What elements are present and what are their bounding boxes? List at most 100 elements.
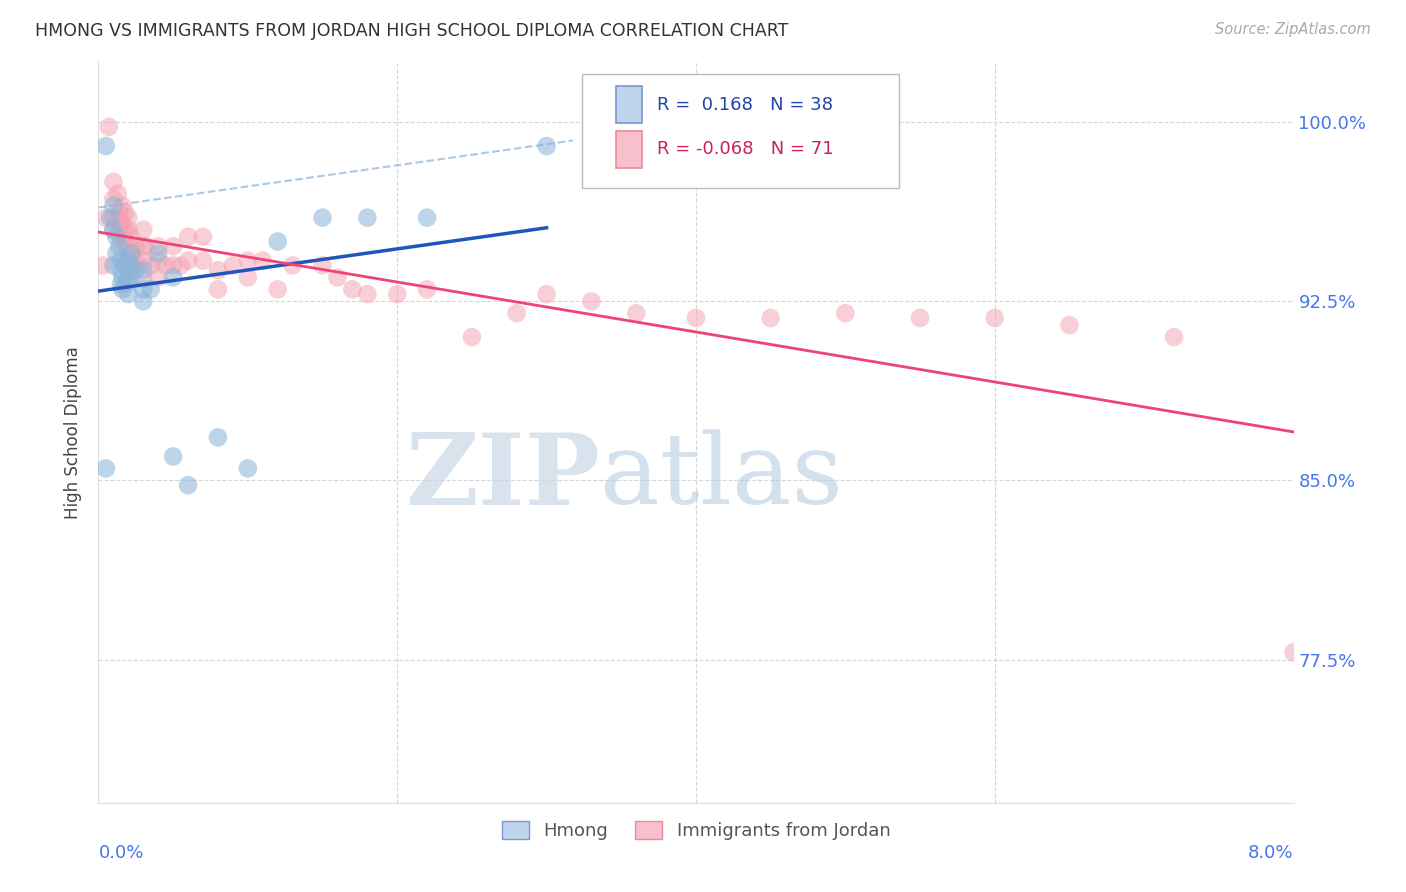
Point <box>110 277 132 292</box>
Text: HMONG VS IMMIGRANTS FROM JORDAN HIGH SCHOOL DIPLOMA CORRELATION CHART: HMONG VS IMMIGRANTS FROM JORDAN HIGH SCH… <box>35 22 789 40</box>
FancyBboxPatch shape <box>616 87 643 123</box>
FancyBboxPatch shape <box>616 130 643 168</box>
Point <box>162 450 184 464</box>
Point <box>139 282 162 296</box>
Point <box>132 239 155 253</box>
Point <box>536 139 558 153</box>
Point <box>759 310 782 325</box>
Point <box>908 310 931 325</box>
Point <box>984 310 1007 325</box>
Point <box>97 120 120 134</box>
Point <box>108 206 131 220</box>
Point <box>117 253 139 268</box>
Point <box>222 259 245 273</box>
Point <box>115 239 138 253</box>
Point <box>834 306 856 320</box>
Point <box>105 229 128 244</box>
Point <box>120 246 142 260</box>
Point <box>110 253 132 268</box>
Point <box>110 215 132 229</box>
Point <box>506 306 529 320</box>
Point <box>105 246 128 260</box>
Point <box>236 461 259 475</box>
Point <box>1282 645 1305 659</box>
Point <box>132 270 155 285</box>
Text: Source: ZipAtlas.com: Source: ZipAtlas.com <box>1215 22 1371 37</box>
Point <box>117 211 139 225</box>
Point <box>103 175 125 189</box>
Point <box>252 253 274 268</box>
Point <box>114 259 136 273</box>
Point <box>103 222 125 236</box>
Point <box>416 282 439 296</box>
Point <box>110 263 132 277</box>
Point <box>191 229 214 244</box>
Point <box>177 478 200 492</box>
Point <box>111 282 134 296</box>
Point <box>356 287 378 301</box>
Point <box>108 239 131 253</box>
Point <box>207 282 229 296</box>
Point <box>267 282 290 296</box>
Point <box>91 259 114 273</box>
Point <box>148 253 170 268</box>
Point <box>125 253 148 268</box>
Point <box>114 206 136 220</box>
Point <box>111 199 134 213</box>
Point <box>94 461 117 475</box>
Point <box>326 270 349 285</box>
Point <box>162 239 184 253</box>
Point <box>120 270 142 285</box>
Point <box>155 259 177 273</box>
Point <box>626 306 648 320</box>
Point <box>117 222 139 236</box>
Point <box>103 192 125 206</box>
Point <box>148 239 170 253</box>
Point <box>124 259 146 273</box>
Point <box>685 310 707 325</box>
Point <box>385 287 409 301</box>
Point <box>110 229 132 244</box>
Point <box>98 211 122 225</box>
Text: R = -0.068   N = 71: R = -0.068 N = 71 <box>657 140 834 158</box>
Point <box>132 253 155 268</box>
Text: 8.0%: 8.0% <box>1249 844 1294 862</box>
Point <box>342 282 364 296</box>
Point <box>236 253 259 268</box>
Point <box>177 253 200 268</box>
Point <box>148 246 170 260</box>
Point <box>148 270 170 285</box>
Point <box>103 222 125 236</box>
Point <box>311 211 333 225</box>
Point <box>281 259 304 273</box>
Point <box>125 239 148 253</box>
Point <box>132 263 155 277</box>
Point <box>356 211 378 225</box>
Point <box>117 253 139 268</box>
Point <box>105 215 128 229</box>
Point <box>207 263 229 277</box>
Point <box>117 275 139 289</box>
Text: R =  0.168   N = 38: R = 0.168 N = 38 <box>657 95 832 113</box>
Point <box>120 246 142 260</box>
Point <box>94 139 117 153</box>
Text: ZIP: ZIP <box>405 428 600 525</box>
Point <box>416 211 439 225</box>
Point <box>581 294 603 309</box>
Point <box>117 263 139 277</box>
Point <box>114 222 136 236</box>
Y-axis label: High School Diploma: High School Diploma <box>65 346 83 519</box>
Point <box>103 199 125 213</box>
Point <box>267 235 290 249</box>
Point <box>162 259 184 273</box>
Point <box>536 287 558 301</box>
Point <box>1059 318 1081 333</box>
Point <box>132 282 155 296</box>
Point <box>461 330 484 344</box>
Point <box>125 263 148 277</box>
Point <box>107 186 129 201</box>
Point <box>236 270 259 285</box>
Text: 0.0%: 0.0% <box>98 844 143 862</box>
Point <box>103 259 125 273</box>
Point <box>111 215 134 229</box>
